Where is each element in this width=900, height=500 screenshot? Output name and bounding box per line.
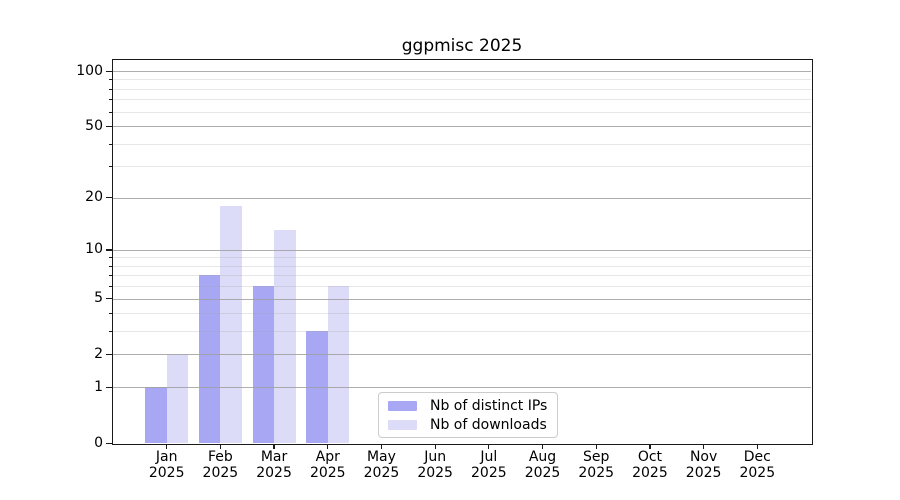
x-tick-label: Jan 2025 — [148, 449, 185, 481]
x-tick-mark — [219, 444, 222, 449]
y-tick-label: 50 — [85, 117, 103, 134]
y-tick-mark-minor — [109, 99, 113, 101]
gridline-minor — [113, 257, 811, 259]
y-tick-mark — [106, 353, 112, 356]
y-tick-mark-minor — [109, 265, 113, 267]
gridline-major — [113, 249, 811, 251]
x-tick-mark — [380, 444, 383, 449]
y-tick-label: 1 — [94, 378, 103, 395]
legend-swatch-downloads — [388, 419, 417, 430]
gridline-major — [113, 387, 811, 389]
legend-entry-distinct-ips: Nb of distinct IPs — [388, 398, 547, 414]
bar-downloads-mar — [274, 230, 296, 443]
bar-distinct-ips-feb — [198, 275, 221, 443]
y-tick-mark — [106, 197, 112, 199]
x-tick-mark — [434, 444, 436, 449]
y-tick-mark-minor — [109, 257, 113, 259]
y-tick-label: 0 — [94, 434, 103, 451]
y-tick-label: 5 — [94, 290, 103, 307]
x-tick-mark — [702, 444, 705, 449]
legend-swatch-distinct-ips — [388, 400, 417, 411]
legend-entry-downloads: Nb of downloads — [388, 417, 547, 433]
gridline-minor — [113, 265, 811, 267]
y-tick-mark — [106, 298, 112, 300]
x-tick-label: Jul 2025 — [471, 449, 507, 481]
gridline-minor — [113, 99, 811, 101]
bar-distinct-ips-apr — [306, 331, 328, 443]
bar-downloads-feb — [220, 205, 242, 443]
x-tick-mark — [541, 444, 544, 449]
x-tick-mark — [595, 444, 597, 449]
gridline-major — [113, 126, 811, 128]
gridline-minor — [113, 88, 811, 90]
x-tick-mark — [488, 444, 490, 449]
chart-title: ggpmisc 2025 — [401, 36, 523, 56]
x-tick-mark — [166, 444, 168, 449]
plot-area — [113, 60, 811, 443]
legend: Nb of distinct IPs Nb of downloads — [378, 392, 559, 438]
x-tick-mark — [327, 444, 329, 449]
x-tick-mark — [756, 444, 758, 449]
y-tick-mark-minor — [109, 88, 113, 90]
x-tick-label: Sep 2025 — [578, 449, 615, 481]
y-tick-mark-minor — [109, 286, 113, 288]
y-tick-mark — [106, 70, 112, 72]
y-tick-mark-minor — [109, 331, 113, 333]
gridline-minor — [113, 143, 811, 145]
y-tick-mark-minor — [109, 143, 113, 145]
x-tick-label: May 2025 — [363, 449, 400, 481]
bar-distinct-ips-mar — [252, 286, 275, 443]
x-tick-label: Apr 2025 — [309, 449, 346, 481]
y-tick-mark-minor — [109, 79, 113, 81]
y-tick-mark — [106, 249, 112, 251]
x-tick-mark — [649, 444, 651, 449]
x-tick-label: Mar 2025 — [256, 449, 292, 481]
gridline-minor — [113, 313, 811, 315]
y-tick-mark-minor — [109, 313, 113, 315]
bar-downloads-jan — [166, 354, 189, 443]
x-tick-label: Dec 2025 — [739, 449, 776, 481]
y-tick-mark — [106, 386, 112, 388]
x-tick-label: Aug 2025 — [524, 449, 561, 481]
x-tick-mark — [273, 444, 275, 449]
y-tick-label: 100 — [76, 62, 103, 79]
x-tick-label: Jun 2025 — [417, 449, 453, 481]
gridline-minor — [113, 286, 811, 288]
y-tick-mark-minor — [109, 111, 113, 113]
y-tick-mark — [106, 125, 112, 127]
y-tick-mark — [106, 442, 112, 444]
gridline-major — [113, 298, 811, 300]
y-tick-label: 10 — [85, 241, 103, 258]
gridline-minor — [113, 275, 811, 277]
gridline-minor — [113, 79, 811, 81]
gridline-major — [113, 354, 811, 356]
y-tick-label: 20 — [85, 189, 103, 206]
x-tick-label: Oct 2025 — [632, 449, 668, 481]
y-tick-mark-minor — [109, 275, 113, 277]
gridline-major — [113, 197, 811, 199]
x-tick-label: Nov 2025 — [685, 449, 722, 481]
y-tick-mark-minor — [109, 166, 113, 168]
gridline-minor — [113, 331, 811, 333]
gridline-minor — [113, 166, 811, 168]
y-tick-label: 2 — [94, 345, 103, 362]
legend-label-downloads: Nb of downloads — [430, 416, 547, 433]
bar-distinct-ips-jan — [145, 387, 167, 443]
legend-label-distinct-ips: Nb of distinct IPs — [430, 397, 548, 414]
gridline-major — [113, 71, 811, 73]
bar-downloads-apr — [327, 286, 350, 443]
x-tick-label: Feb 2025 — [202, 449, 239, 481]
gridline-minor — [113, 111, 811, 113]
